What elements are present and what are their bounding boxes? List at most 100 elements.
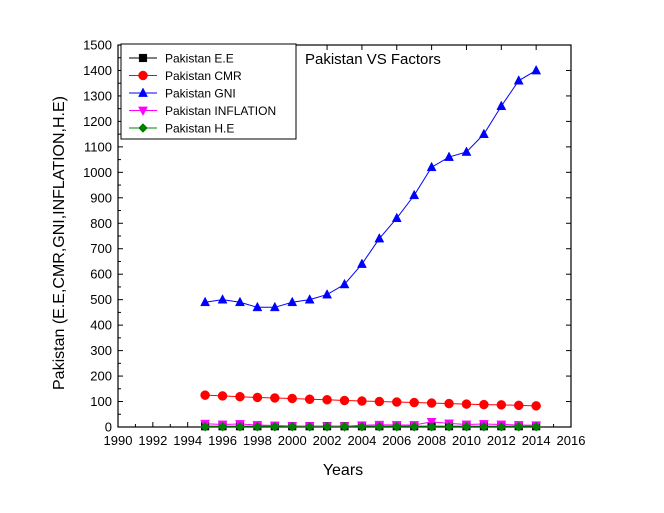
- y-tick-label: 800: [90, 216, 112, 231]
- data-point: [200, 296, 211, 307]
- x-tick-label: 2012: [487, 433, 516, 448]
- data-point: [513, 400, 524, 411]
- data-point: [479, 421, 489, 432]
- data-point: [235, 421, 245, 432]
- data-point: [531, 421, 542, 432]
- data-point: [287, 393, 297, 404]
- y-tick-label: 1200: [83, 114, 112, 129]
- data-point: [339, 395, 350, 406]
- series-pakistan-e-e: [201, 422, 541, 431]
- data-point: [461, 421, 472, 432]
- data-point: [200, 390, 210, 400]
- legend-label: Pakistan H.E: [165, 122, 234, 136]
- x-tick-label: 2002: [313, 433, 342, 448]
- data-point: [235, 296, 245, 307]
- data-point: [496, 100, 507, 110]
- data-point: [496, 400, 507, 410]
- data-point: [374, 396, 385, 407]
- data-point: [409, 189, 420, 200]
- legend-item: Pakistan GNI: [129, 87, 236, 101]
- data-point: [217, 391, 228, 401]
- legend-label: Pakistan GNI: [165, 87, 236, 101]
- legend-marker: [138, 87, 148, 97]
- data-point: [426, 161, 437, 172]
- data-point: [200, 421, 210, 432]
- data-point: [374, 233, 385, 243]
- legend-item: Pakistan INFLATION: [129, 104, 276, 118]
- y-axis-title: Pakistan (E.E,CMR,GNI,INFLATION,H.E): [51, 96, 68, 390]
- x-tick-label: 2016: [557, 433, 586, 448]
- x-tick-label: 1996: [208, 433, 237, 448]
- legend-marker: [138, 53, 148, 63]
- series-pakistan-gni: [200, 64, 542, 312]
- data-point: [304, 394, 315, 404]
- chart-title: Pakistan VS Factors: [305, 51, 441, 68]
- data-point: [513, 75, 524, 85]
- y-tick-label: 1400: [83, 63, 112, 78]
- data-point: [217, 421, 228, 432]
- y-tick-label: 200: [90, 369, 112, 384]
- legend-marker: [138, 70, 148, 81]
- data-point: [304, 421, 315, 432]
- data-point: [513, 421, 524, 432]
- x-tick-label: 2000: [278, 433, 307, 448]
- x-tick-label: 2010: [452, 433, 481, 448]
- legend-item: Pakistan E.E: [129, 52, 234, 66]
- y-tick-label: 300: [90, 343, 112, 358]
- data-point: [426, 398, 437, 408]
- data-point: [357, 421, 367, 432]
- data-point: [392, 397, 402, 407]
- data-point: [531, 64, 542, 75]
- legend-label: Pakistan INFLATION: [165, 104, 276, 118]
- data-point: [287, 421, 298, 432]
- data-point: [269, 301, 280, 312]
- x-tick-label: 2008: [417, 433, 446, 448]
- data-point: [357, 258, 367, 268]
- legend: Pakistan E.E Pakistan CMR Pakistan GNI Paki…: [120, 43, 297, 140]
- legend-marker: [138, 106, 148, 117]
- x-axis-title: Years: [323, 462, 363, 479]
- x-tick-label: 1992: [138, 433, 167, 448]
- series-pakistan-inflation: [200, 418, 542, 432]
- data-point: [461, 146, 472, 156]
- series-layer: [200, 64, 542, 432]
- data-point: [496, 421, 507, 432]
- y-tick-label: 700: [90, 241, 112, 256]
- data-point: [409, 421, 420, 432]
- data-point: [322, 395, 332, 405]
- data-point: [444, 398, 454, 409]
- legend-label: Pakistan E.E: [165, 52, 234, 66]
- data-point: [478, 128, 489, 138]
- data-point: [339, 278, 350, 289]
- data-point: [287, 296, 298, 307]
- series-pakistan-cmr: [200, 390, 541, 411]
- y-tick-label: 1500: [83, 38, 112, 53]
- y-tick-label: 1100: [84, 139, 112, 154]
- data-point: [444, 151, 454, 161]
- data-point: [269, 421, 280, 432]
- x-tick-label: 2004: [347, 433, 376, 448]
- y-tick-label: 1000: [83, 165, 112, 180]
- data-point: [322, 289, 332, 299]
- y-tick-label: 100: [90, 394, 112, 409]
- y-tick-label: 500: [90, 292, 112, 307]
- data-point: [357, 396, 367, 406]
- series-pakistan-h-e: [200, 421, 542, 432]
- x-tick-label: 2006: [382, 433, 411, 448]
- data-point: [374, 421, 385, 432]
- data-point: [252, 301, 263, 312]
- y-tick-label: 600: [90, 267, 112, 282]
- data-point: [426, 421, 437, 432]
- x-tick-label: 1990: [104, 433, 133, 448]
- data-point: [391, 421, 402, 432]
- x-tick-label: 2014: [522, 433, 551, 448]
- x-tick-label: 1998: [243, 433, 272, 448]
- y-tick-label: 1300: [83, 88, 112, 103]
- data-point: [531, 401, 541, 411]
- y-tick-label: 400: [90, 318, 112, 333]
- x-tick-label: 1994: [173, 433, 202, 448]
- y-tick-label: 900: [90, 190, 112, 205]
- data-point: [461, 399, 472, 409]
- data-point: [304, 294, 315, 304]
- data-point: [322, 421, 332, 432]
